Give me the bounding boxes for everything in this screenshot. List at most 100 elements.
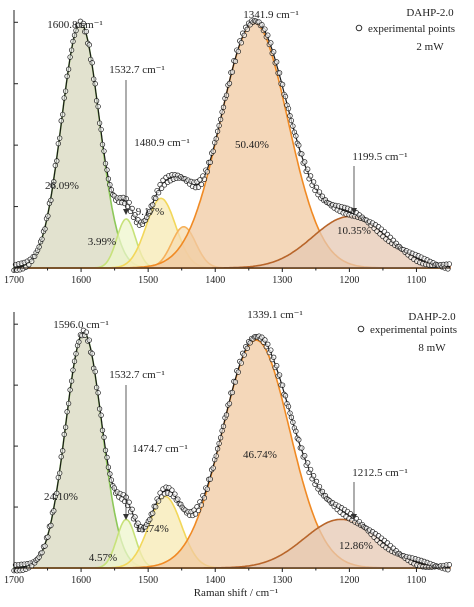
axes: 1700 1600 1500 1400 1300 1200 1100 — [4, 10, 450, 286]
experimental-point — [67, 54, 73, 60]
experimental-point — [126, 199, 132, 206]
experimental-point — [274, 363, 280, 369]
experimental-point — [48, 522, 54, 529]
experimental-point — [86, 337, 92, 343]
x-tick-label: 1700 — [4, 275, 24, 286]
experimental-point — [307, 173, 314, 179]
experimental-point — [302, 453, 308, 459]
experimental-point — [105, 464, 112, 470]
area-percent-label: 10.35% — [337, 225, 371, 237]
experimental-point — [310, 473, 317, 479]
experimental-point — [107, 471, 113, 477]
experimental-point — [39, 549, 45, 556]
experimental-point — [247, 340, 253, 346]
experimental-point — [60, 111, 66, 118]
experimental-point — [213, 136, 219, 142]
experimental-point — [220, 423, 227, 429]
experimental-point — [42, 226, 48, 232]
legend-marker-icon — [355, 24, 363, 32]
experimental-point — [445, 266, 451, 272]
peak-position-label: 1212.5 cm⁻¹ — [352, 467, 408, 479]
experimental-point — [316, 483, 323, 490]
experimental-point — [288, 414, 295, 420]
peak-position-label: 1341.9 cm⁻¹ — [243, 9, 299, 21]
experimental-point — [67, 387, 73, 393]
experimental-point — [226, 80, 233, 87]
x-tick-label: 1400 — [205, 275, 225, 286]
experimental-point — [39, 236, 45, 242]
x-tick-label: 1300 — [272, 275, 292, 286]
experimental-point — [285, 105, 292, 112]
area-percent-label: 4.57% — [89, 552, 117, 564]
experimental-point — [276, 372, 283, 378]
experimental-point — [262, 337, 268, 343]
experimental-point — [150, 202, 156, 208]
experimental-point — [54, 490, 60, 496]
experimental-point — [95, 390, 101, 396]
experimental-point — [274, 59, 280, 65]
experimental-point — [217, 116, 224, 123]
experimental-point — [132, 212, 138, 218]
experimental-points — [11, 18, 452, 273]
experimental-point — [70, 367, 76, 373]
experimental-point — [80, 20, 87, 27]
experimental-point — [107, 182, 113, 188]
experimental-point — [104, 454, 110, 461]
experimental-point — [302, 159, 308, 165]
experimental-point — [271, 354, 277, 360]
experimental-point — [198, 502, 205, 508]
experimental-point — [305, 166, 311, 172]
experimental-point — [232, 379, 239, 385]
experimental-point — [279, 81, 286, 88]
experimental-point — [238, 40, 244, 46]
experimental-point — [296, 142, 302, 148]
experimental-point — [282, 393, 289, 399]
experimental-point — [92, 81, 98, 87]
x-tick-label: 1500 — [138, 275, 158, 286]
experimental-point — [98, 126, 104, 133]
experimental-point — [61, 95, 67, 101]
experimental-point — [223, 92, 230, 98]
experimental-point — [92, 368, 98, 375]
experimental-point — [285, 403, 292, 410]
experimental-point — [305, 460, 311, 466]
peak-position-label: 1600.8 cm⁻¹ — [47, 19, 103, 31]
experimental-point — [158, 185, 165, 191]
experimental-point — [57, 135, 63, 141]
x-tick-label: 1200 — [339, 275, 359, 286]
experimental-point — [207, 476, 213, 482]
area-percent-label: 24.10% — [44, 491, 78, 503]
experimental-point — [105, 176, 112, 182]
experimental-point — [201, 176, 208, 182]
legend: DAHP-2.0 experimental points 2 mW — [355, 7, 455, 53]
x-tick-label: 1100 — [407, 575, 427, 586]
experimental-point — [192, 511, 199, 517]
experimental-point — [29, 258, 35, 264]
experimental-point — [259, 22, 265, 28]
experimental-point — [214, 128, 221, 134]
legend-sample-name: DAHP-2.0 — [406, 7, 454, 19]
experimental-point — [207, 159, 213, 165]
experimental-point — [83, 28, 89, 35]
experimental-point — [155, 190, 162, 196]
experimental-point — [223, 412, 230, 418]
panel-bottom: 1700 1600 1500 1400 1300 1200 1100 Raman shift … — [4, 309, 457, 599]
experimental-point — [169, 487, 175, 493]
experimental-point — [219, 109, 225, 115]
experimental-point — [153, 195, 159, 201]
peak-position-label: 1532.7 cm⁻¹ — [109, 369, 165, 381]
experimental-point — [316, 189, 323, 195]
experimental-point — [446, 562, 452, 568]
experimental-point — [101, 434, 107, 440]
experimental-point — [195, 507, 202, 514]
legend-power-label: 2 mW — [416, 41, 444, 53]
experimental-point — [204, 169, 210, 175]
experimental-point — [197, 177, 203, 183]
experimental-point — [150, 510, 156, 516]
experimental-point — [201, 495, 208, 501]
experimental-point — [36, 244, 42, 250]
experimental-point — [64, 409, 70, 415]
